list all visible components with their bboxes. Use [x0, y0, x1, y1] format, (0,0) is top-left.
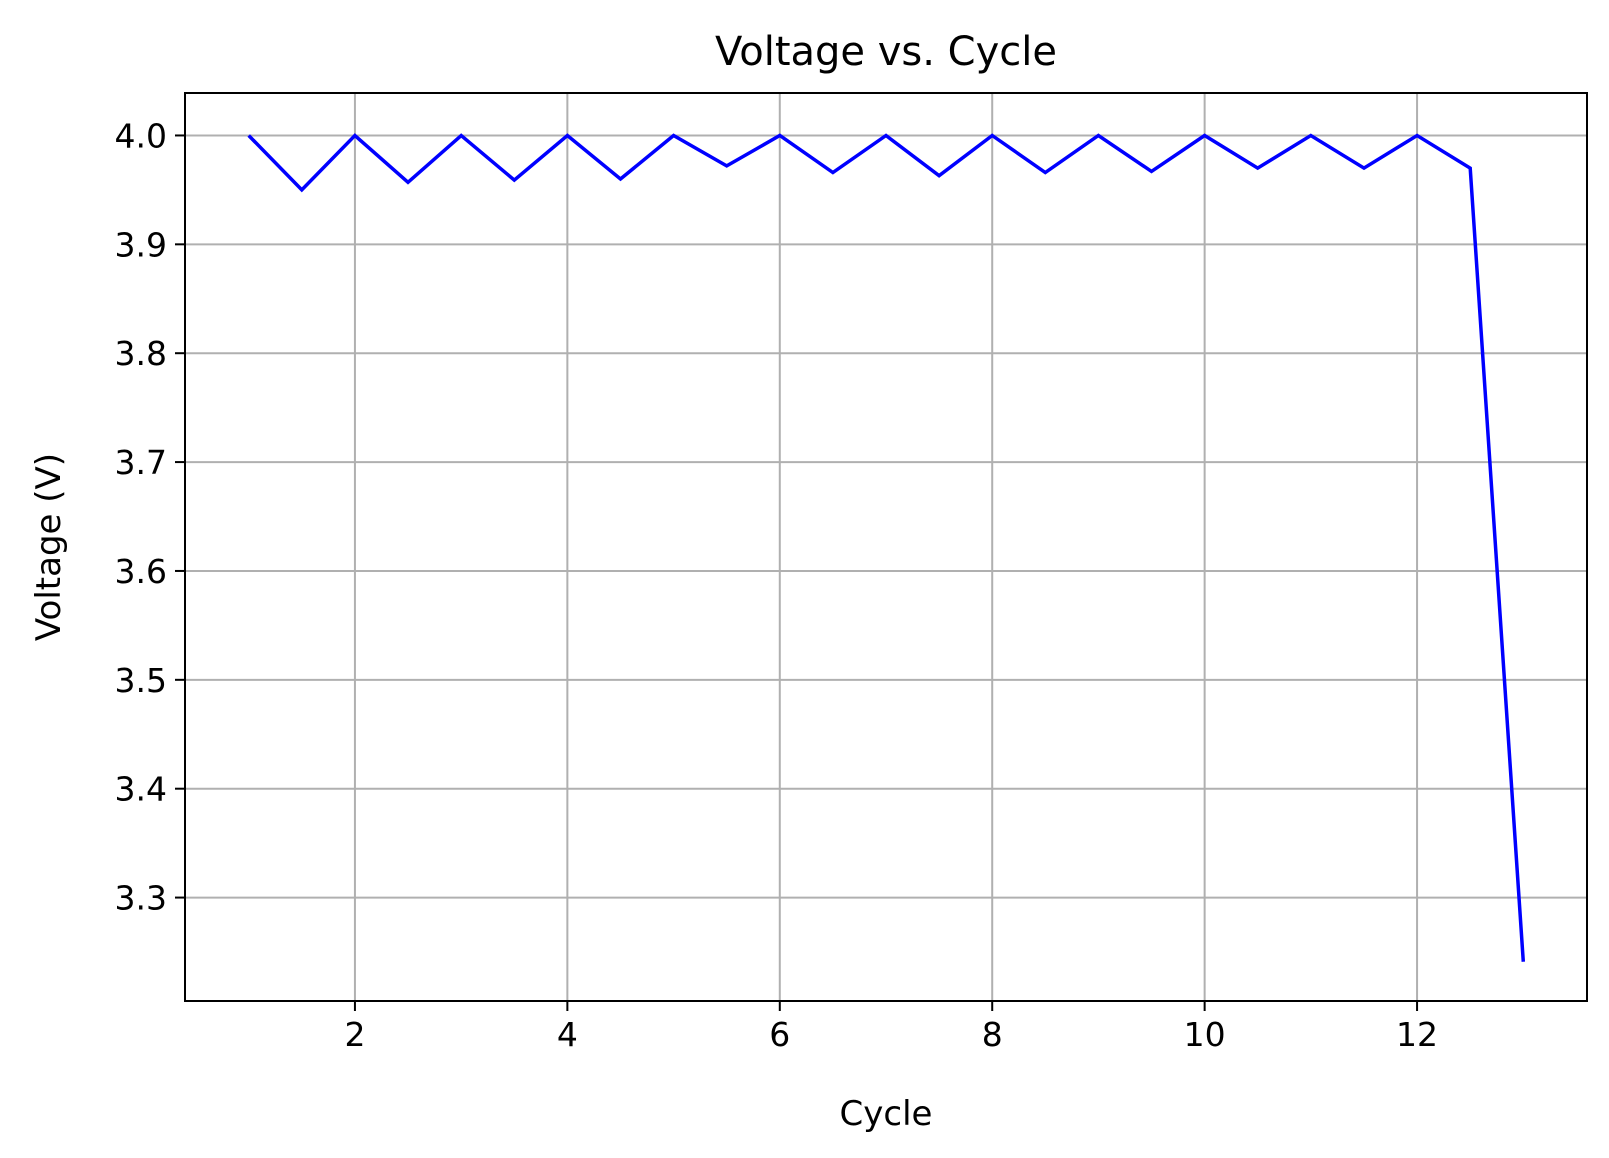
x-tick-label: 12 [1396, 1015, 1438, 1054]
series-layer [247, 133, 1526, 962]
y-tick-label: 3.5 [115, 661, 167, 700]
y-tick-label: 4.0 [115, 116, 167, 155]
y-tick-label: 3.9 [115, 225, 167, 264]
tick-layer: 2 4 6 8 10 12 3.3 3.4 3.5 3.6 3.7 3.8 3.9 4.0 [115, 116, 1439, 1054]
plot-frame [184, 92, 1588, 1002]
x-tick-label: 2 [344, 1015, 365, 1054]
y-tick-label: 3.6 [115, 552, 167, 591]
x-tick-label: 4 [557, 1015, 578, 1054]
x-tick-label: 6 [769, 1015, 790, 1054]
x-axis-label: Cycle [840, 1094, 933, 1134]
y-tick-label: 3.4 [115, 770, 167, 809]
x-tick-label: 10 [1184, 1015, 1226, 1054]
series-line [247, 133, 1526, 962]
y-tick-label: 3.8 [115, 334, 167, 373]
y-tick-label: 3.7 [115, 443, 167, 482]
x-tick-label: 8 [982, 1015, 1003, 1054]
y-axis-label: Voltage (V) [29, 453, 69, 641]
y-tick-label: 3.3 [115, 879, 167, 918]
chart-title: Voltage vs. Cycle [715, 29, 1057, 75]
